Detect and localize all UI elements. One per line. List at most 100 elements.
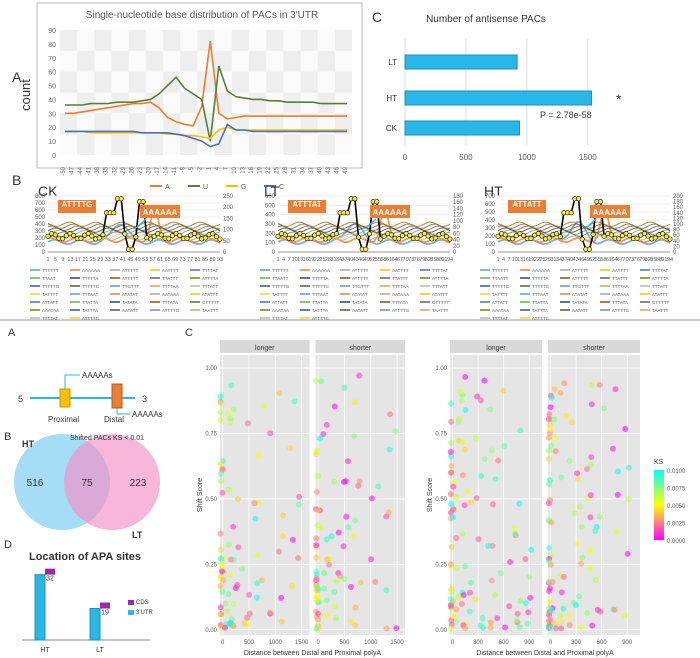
legend-label: ATATAT [352, 292, 368, 297]
data-point [318, 378, 325, 385]
data-point [597, 199, 603, 205]
data-point [313, 377, 320, 384]
x-tick-label: 900 [524, 640, 535, 646]
panel-label-a2: A [8, 327, 16, 339]
y-tick-label: 0 [42, 250, 46, 256]
data-point [218, 400, 225, 407]
data-point [278, 618, 285, 625]
grid-cell [231, 113, 249, 135]
facet-panel [220, 355, 310, 635]
data-point [89, 233, 95, 239]
x-tick-label: 46 [578, 257, 584, 263]
data-point [334, 231, 340, 237]
colorbar-tick-label: 0.0075 [667, 487, 686, 493]
grid-cell [111, 50, 129, 72]
data-point [326, 561, 333, 568]
x-tick-label: 16 [303, 257, 309, 263]
data-point [502, 232, 508, 238]
y-tick-label: 500 [485, 210, 496, 216]
data-point [467, 499, 474, 506]
data-point [324, 556, 331, 563]
proximal-polya-label: AAAAAs [82, 371, 113, 380]
data-point [501, 443, 508, 450]
motif-series-line [277, 221, 451, 228]
proximal-arrow [64, 374, 80, 389]
x-tick-label: -41 [87, 166, 93, 175]
data-point [356, 372, 363, 379]
x-tick-label: 29 [97, 257, 103, 263]
legend-label: ATATTT [202, 292, 218, 297]
legend-label: TTTTAT [202, 268, 218, 273]
data-point [622, 426, 629, 433]
panel-label-b2: B [4, 431, 11, 443]
data-point [335, 529, 342, 536]
grid-cell [77, 134, 95, 155]
data-point [551, 620, 558, 627]
data-point [220, 577, 227, 584]
venn-count-lt: 223 [130, 478, 147, 489]
legend-label: A [165, 184, 170, 191]
motif-series-line [47, 229, 221, 235]
data-point [464, 488, 471, 495]
data-point [258, 577, 265, 584]
data-point [545, 434, 552, 441]
x-tick-label: 16 [523, 257, 529, 263]
y-tick-label: 400 [265, 213, 276, 219]
data-point [466, 608, 473, 615]
legend-label: TTATTA [532, 300, 548, 305]
data-point [453, 494, 460, 501]
data-point [227, 571, 234, 578]
data-point [453, 606, 460, 613]
y-tick-label: 80 [48, 42, 56, 49]
data-point [588, 401, 595, 408]
legend-label: TTTTAA [392, 284, 409, 289]
grid-cell [248, 92, 267, 114]
data-point [218, 478, 225, 485]
annotation-box [508, 200, 546, 213]
data-point [492, 592, 499, 599]
x-tick-label: 61 [386, 257, 392, 263]
data-point [467, 579, 474, 586]
venn-circle-lt [64, 434, 160, 530]
legend-label: TTTATT [202, 284, 218, 289]
data-point [545, 416, 552, 423]
data-point [663, 234, 669, 240]
data-point [340, 479, 347, 486]
data-point [523, 600, 530, 607]
data-point [230, 406, 237, 413]
category-label: LT [96, 647, 104, 654]
data-point [535, 231, 541, 237]
legend-label: TTTTAA [162, 284, 179, 289]
data-point [313, 625, 320, 632]
data-point [615, 468, 622, 475]
y-tick-label: 200 [35, 236, 46, 242]
data-point [450, 514, 457, 521]
x-tick-label: 85 [650, 257, 656, 263]
data-point [608, 232, 614, 238]
chart-shift-scatter-1: Shift Score 0.00 0.25 0.50 0.75 1.00 longer 0 50… [197, 340, 405, 657]
data-point [475, 536, 482, 543]
bar-CK [404, 120, 521, 136]
motif-series-line [497, 221, 671, 228]
data-point [377, 236, 383, 242]
grid-cell [94, 30, 112, 51]
annotation-label: AAAAAA [593, 208, 628, 217]
category-label: LT [388, 58, 397, 67]
data-point [488, 577, 495, 584]
data-point [450, 613, 457, 620]
x-tick-label: 1 [496, 257, 499, 263]
data-point [506, 603, 513, 610]
grid-cell [214, 134, 232, 155]
data-point [217, 555, 224, 562]
data-point [596, 513, 603, 520]
data-point [624, 550, 631, 557]
y2-tick-label: 120 [453, 213, 464, 219]
x-tick-label: 25 [90, 257, 96, 263]
data-point [613, 528, 620, 535]
x-tick-label: 22 [266, 166, 272, 173]
annotation-arrow [365, 218, 377, 229]
data-point [85, 231, 91, 237]
x-tick-label: 58 [380, 257, 386, 263]
legend-label: TATTTT [42, 292, 58, 297]
data-point [462, 373, 469, 380]
